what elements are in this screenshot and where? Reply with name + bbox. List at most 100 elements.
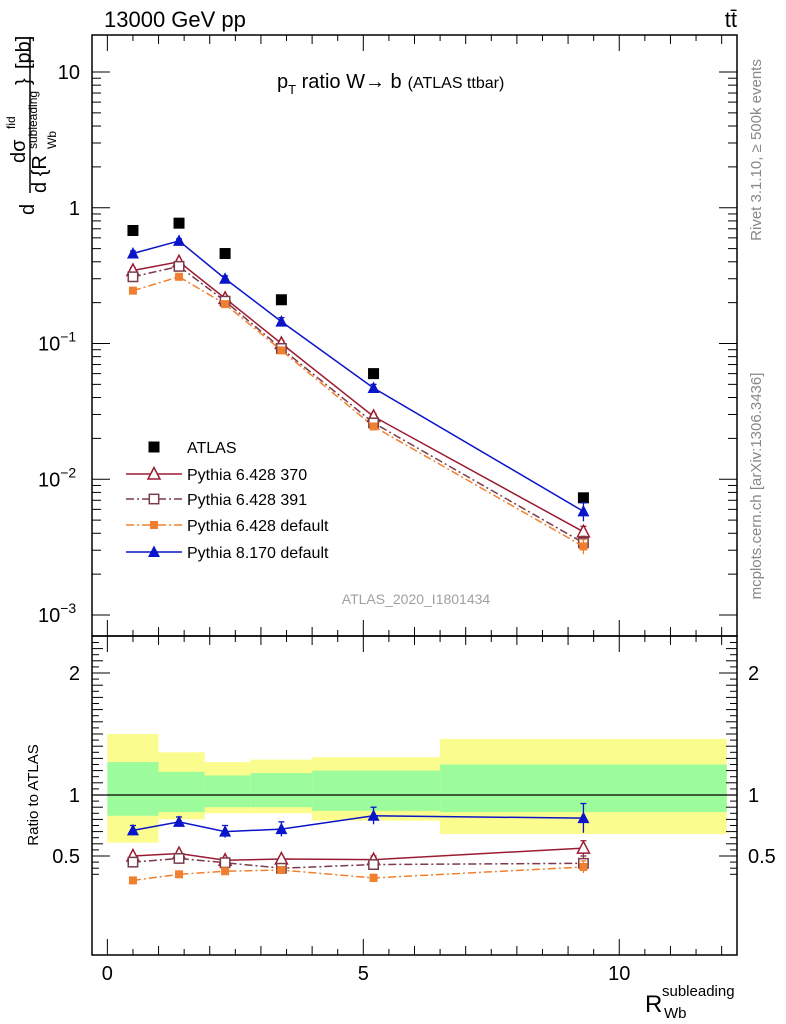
series-layer: [125, 217, 591, 885]
ratio-bands: [107, 734, 727, 843]
ratio-point: [128, 876, 137, 885]
x-tick-label-1: 5: [358, 963, 369, 985]
svg-text:subleading: subleading: [26, 91, 40, 149]
svg-text:fid: fid: [4, 116, 18, 129]
y-tick-label-2: 10−1: [38, 329, 76, 356]
band-inner-4: [312, 770, 441, 811]
main-point: [173, 260, 185, 272]
main-point: [579, 542, 588, 551]
x-axis-label: R: [645, 991, 662, 1018]
legend-marker-0: [148, 441, 160, 453]
plot-title: pT ratio W→ b (ATLAS ttbar): [277, 71, 504, 97]
main-point: [275, 315, 288, 327]
svg-text:dσ: dσ: [8, 139, 30, 163]
ratio-point: [576, 839, 591, 854]
main-point: [175, 272, 184, 281]
ratio-point: [221, 867, 230, 876]
main-point: [577, 492, 589, 504]
main-line-4: [132, 240, 584, 513]
x-tick-label-2: 10: [608, 963, 630, 985]
ratio-ylabel: Ratio to ATLAS: [25, 744, 42, 845]
x-axis-label-sub: Wb: [664, 1005, 687, 1022]
ratio-point: [577, 811, 590, 824]
ratio-point: [369, 873, 378, 882]
main-series-0: [127, 217, 589, 504]
legend-label-3: Pythia 6.428 default: [187, 518, 329, 535]
ratio-y-tick-label-right-0: 2: [748, 663, 759, 685]
legend-label-1: Pythia 6.428 370: [187, 467, 307, 484]
ratio-line-1: [132, 857, 584, 869]
legend-marker-2: [148, 493, 160, 505]
ratio-point: [173, 815, 186, 827]
main-line-1: [132, 260, 584, 533]
axis-ticks: [92, 35, 737, 955]
ratio-point: [579, 862, 588, 871]
band-inner-1: [158, 771, 205, 813]
svg-text:[pb]: [pb]: [13, 36, 35, 69]
ratio-y-tick-label-0: 2: [69, 663, 80, 685]
y-tick-label-3: 10−2: [38, 464, 76, 491]
main-point: [173, 217, 185, 229]
ratio-point: [368, 859, 379, 870]
tick-labels: 0 5 10 10 1 10−1 10−2 10−3 2 2 1 1 0.5 0.5: [38, 62, 776, 985]
ratio-point: [175, 870, 184, 879]
legend-marker-3: [150, 521, 158, 529]
main-point: [219, 248, 231, 260]
main-point: [221, 300, 230, 309]
ratio-point: [219, 857, 231, 869]
ratio-line-0: [132, 847, 584, 862]
main-point: [369, 422, 378, 431]
svg-text:Wb: Wb: [45, 131, 59, 149]
main-point: [127, 224, 139, 236]
ratio-point: [173, 852, 185, 864]
ratio-y-tick-label-right-2: 0.5: [748, 846, 776, 868]
ratio-series-3: [126, 802, 590, 838]
ratio-point: [274, 850, 289, 865]
ratio-series-2: [128, 860, 588, 885]
main-point: [128, 286, 137, 295]
rivet-label: Rivet 3.1.10, ≥ 500k events: [748, 59, 765, 241]
main-point: [275, 294, 287, 306]
main-point: [173, 234, 186, 246]
y-tick-label-4: 10−3: [38, 600, 76, 627]
x-tick-label-0: 0: [102, 963, 113, 985]
ratio-point: [219, 825, 232, 837]
ratio-point: [127, 856, 139, 868]
main-point: [127, 271, 139, 283]
main-ylabel: d dσ fid d {R subleading Wb } [pb]: [4, 36, 59, 215]
main-series-3: [128, 272, 588, 555]
main-point: [277, 346, 286, 355]
main-point: [367, 381, 380, 394]
ratio-y-tick-label-1: 1: [69, 785, 80, 807]
main-series-4: [126, 234, 590, 522]
ratio-series-0: [125, 839, 591, 867]
main-point: [576, 523, 591, 538]
svg-text:}: }: [13, 78, 35, 85]
ratio-y-tick-label-right-1: 1: [748, 785, 759, 807]
legend-label-2: Pythia 6.428 391: [187, 492, 307, 509]
main-point: [219, 272, 232, 284]
analysis-tag: ATLAS_2020_I1801434: [342, 591, 491, 607]
band-inner-2: [204, 775, 251, 808]
main-point: [577, 504, 590, 517]
ratio-point: [277, 866, 286, 875]
header-process: tt̄: [725, 7, 737, 32]
x-axis-label-sup: subleading: [662, 983, 735, 1000]
svg-text:d: d: [17, 204, 39, 215]
ratio-line-3: [132, 814, 584, 833]
legend: ATLAS Pythia 6.428 370 Pythia 6.428 391 Pyt…: [126, 440, 329, 562]
legend-label-0: ATLAS: [187, 440, 237, 457]
band-inner-0: [107, 762, 159, 816]
main-point: [368, 368, 380, 380]
legend-marker-4: [148, 545, 160, 557]
ratio-point: [367, 809, 380, 821]
ratio-point: [275, 822, 288, 835]
main-line-2: [132, 265, 584, 544]
ratio-y-tick-label-2: 0.5: [52, 846, 80, 868]
legend-marker-1: [146, 465, 162, 480]
y-tick-label-1: 1: [69, 198, 80, 220]
legend-label-4: Pythia 8.170 default: [187, 545, 329, 562]
main-point: [126, 247, 139, 259]
mcplots-label: mcplots.cern.ch [arXiv:1306.3436]: [748, 373, 765, 600]
